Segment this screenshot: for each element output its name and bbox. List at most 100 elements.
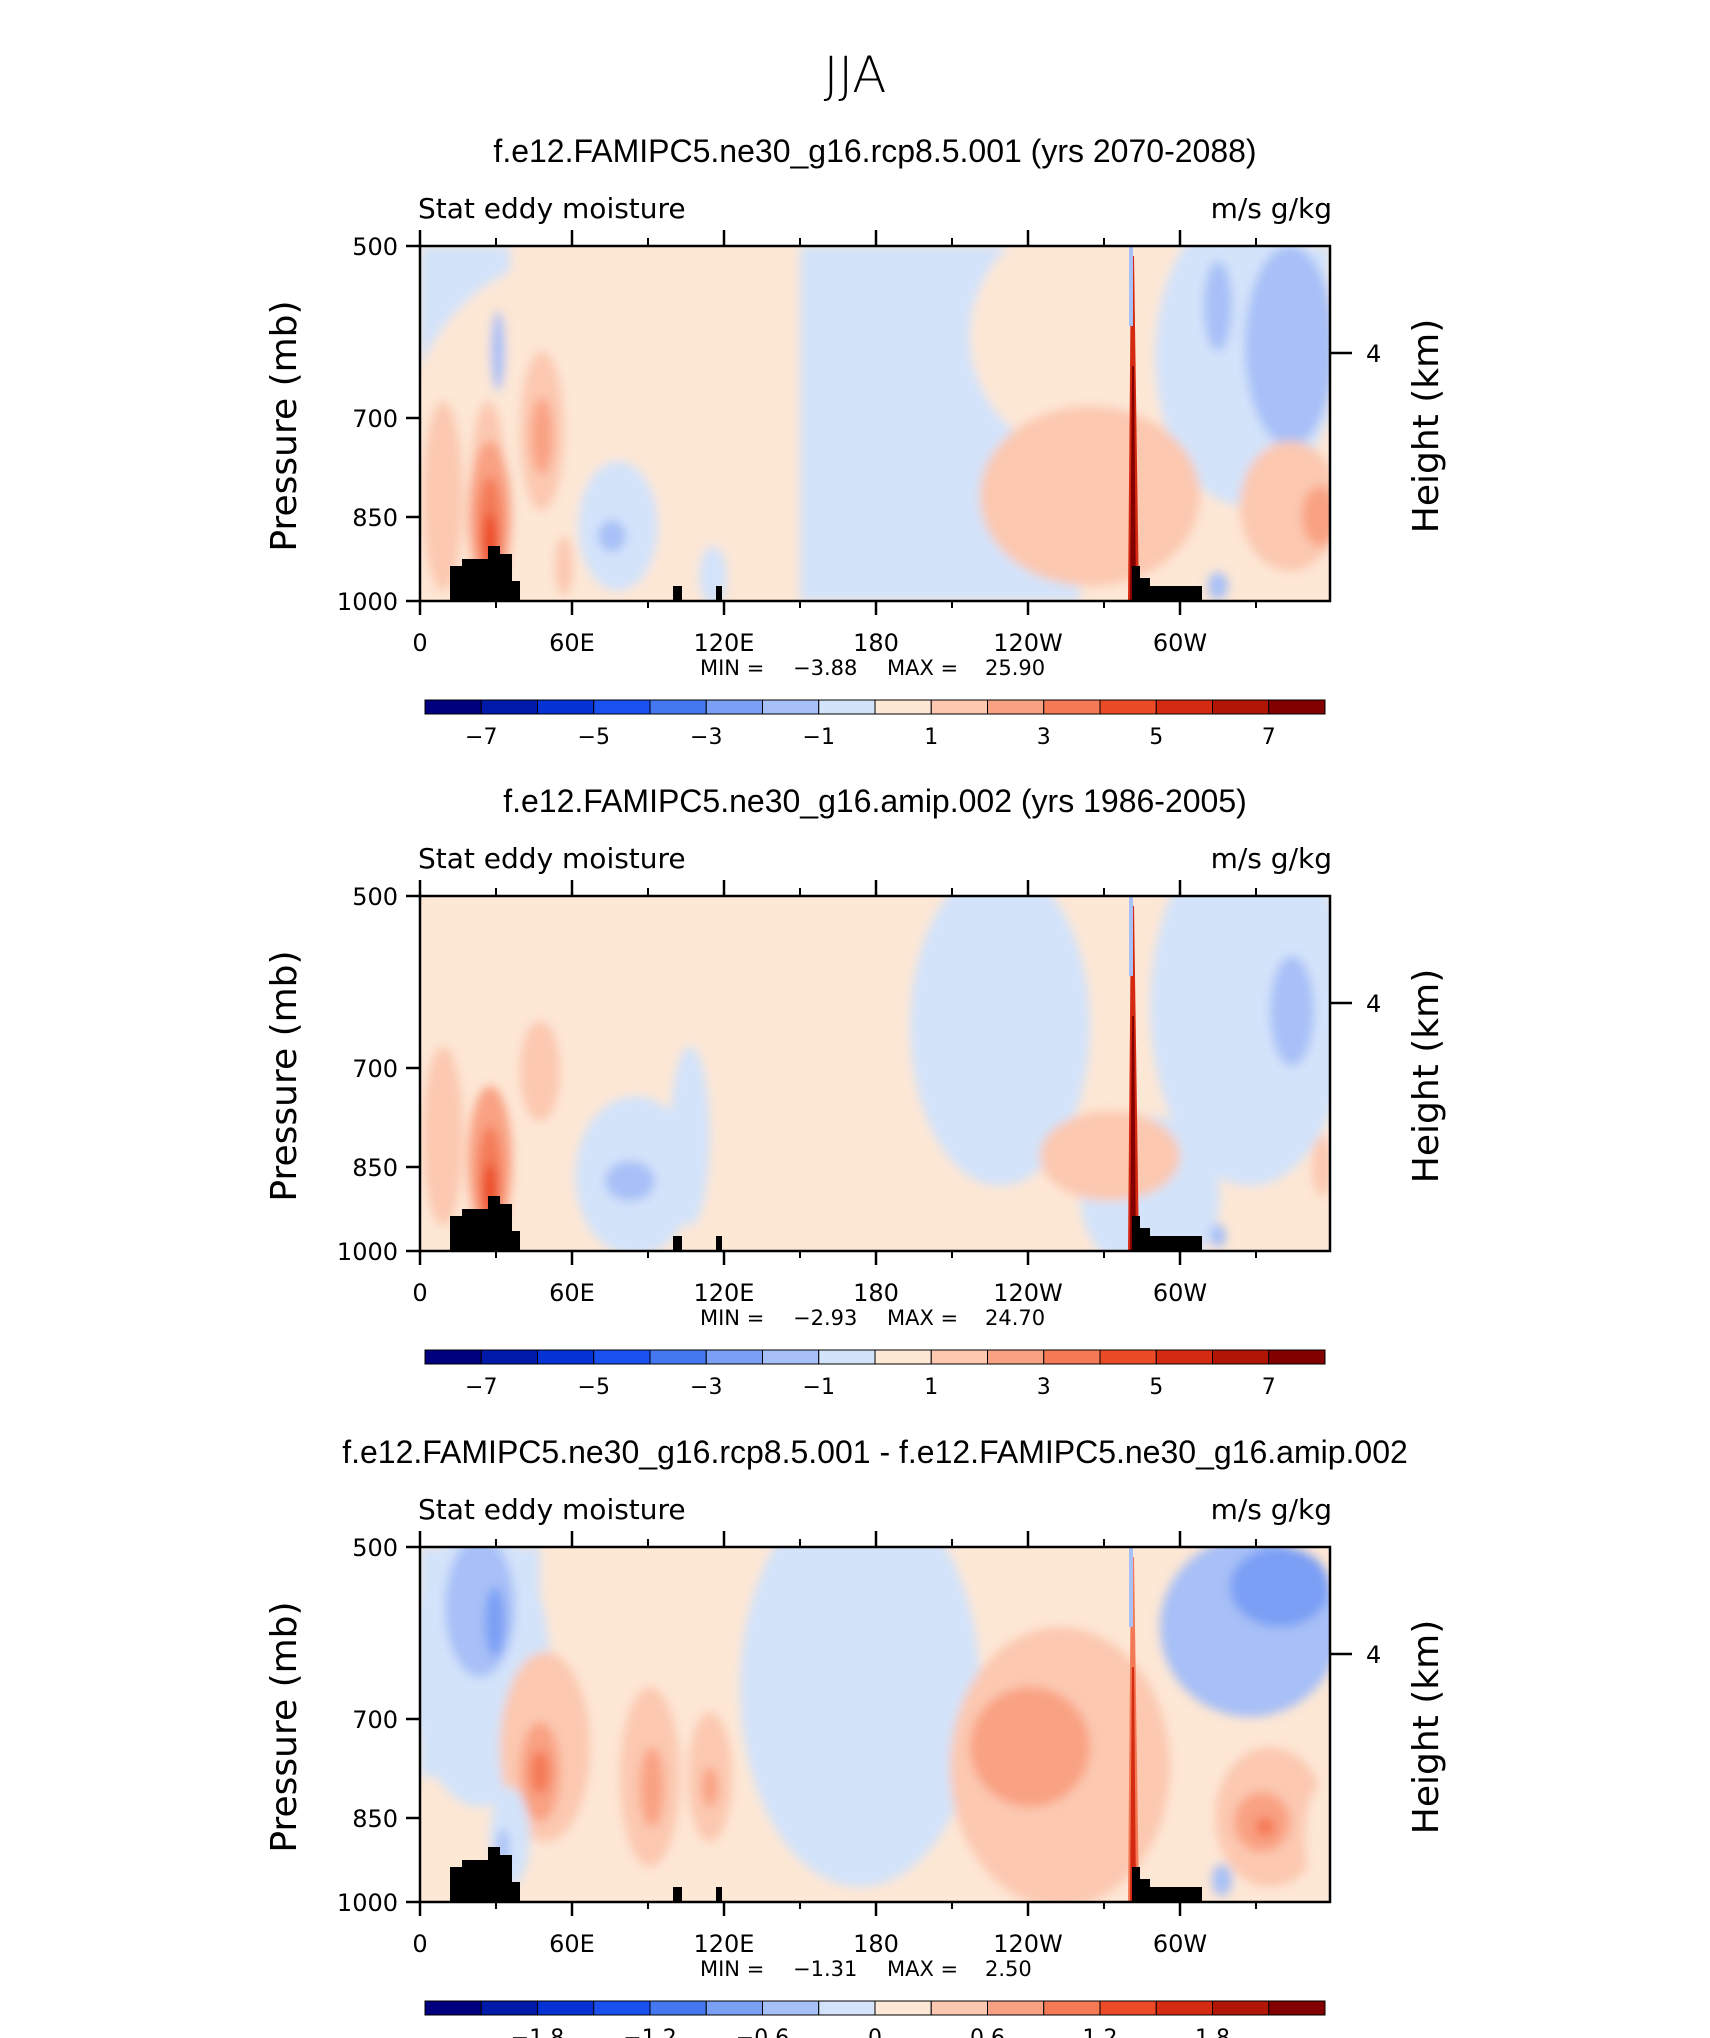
colorbar-swatch xyxy=(424,1349,482,1365)
panel-3: f.e12.FAMIPC5.ne30_g16.rcp8.5.001 - f.e1… xyxy=(264,1434,1447,2038)
x-tick-label: 180 xyxy=(853,1279,899,1307)
y-tick-label: 850 xyxy=(352,1154,398,1182)
colorbar-swatch xyxy=(1268,2000,1326,2016)
x-tick-label: 120W xyxy=(993,1930,1063,1958)
colorbar-swatch xyxy=(593,2000,651,2016)
topography xyxy=(512,1882,520,1902)
topography xyxy=(1140,1879,1150,1902)
colorbar-label: 3 xyxy=(1037,725,1051,750)
y-axis-title: Pressure (mb) xyxy=(264,300,305,551)
topography xyxy=(462,1860,488,1902)
field-feature xyxy=(670,1046,710,1226)
colorbar-swatch xyxy=(705,2000,763,2016)
topography xyxy=(488,546,500,601)
field-feature xyxy=(491,311,505,391)
colorbar-label: −3 xyxy=(690,1375,722,1400)
min-label: MIN = xyxy=(700,1306,764,1330)
variable-label: Stat eddy moisture xyxy=(418,842,686,875)
max-label: MAX = xyxy=(887,1957,958,1981)
panel-2: f.e12.FAMIPC5.ne30_g16.amip.002 (yrs 198… xyxy=(264,783,1447,1400)
y-tick-label: 850 xyxy=(352,1805,398,1833)
min-label: MIN = xyxy=(700,1957,764,1981)
topography xyxy=(462,559,488,601)
colorbar-label: 3 xyxy=(1037,1375,1051,1400)
y-tick-label: 500 xyxy=(352,233,398,261)
topography xyxy=(1150,1236,1202,1251)
colorbar-label: −3 xyxy=(690,725,722,750)
topography xyxy=(1132,566,1140,601)
colorbar-swatch xyxy=(1043,2000,1101,2016)
units-label: m/s g/kg xyxy=(1211,192,1332,225)
x-tick-label: 120W xyxy=(993,629,1063,657)
y-right-axis-title: Height (km) xyxy=(1406,319,1447,533)
field-feature xyxy=(1240,441,1330,571)
topography xyxy=(512,581,520,601)
field-feature xyxy=(740,1547,980,1887)
variable-label: Stat eddy moisture xyxy=(418,1493,686,1526)
colorbar-swatch xyxy=(593,699,651,715)
field-feature xyxy=(485,1587,505,1657)
contour-field xyxy=(420,896,1330,1251)
colorbar-swatch xyxy=(1155,699,1213,715)
x-tick-label: 0 xyxy=(412,1930,427,1958)
field-feature xyxy=(1208,572,1228,600)
field-feature xyxy=(423,401,463,591)
colorbar-swatch xyxy=(1099,2000,1157,2016)
field-feature xyxy=(445,1547,515,1677)
colorbar-swatch xyxy=(818,699,876,715)
colorbar-swatch xyxy=(537,699,595,715)
field-feature xyxy=(699,546,727,601)
y-right-axis-title: Height (km) xyxy=(1406,969,1447,1183)
colorbar-swatch xyxy=(930,2000,988,2016)
colorbar-label: −0.6 xyxy=(736,2026,789,2038)
y-tick-label: 700 xyxy=(352,405,398,433)
field-feature xyxy=(423,1046,463,1226)
field-feature xyxy=(980,406,1200,586)
colorbar-swatch xyxy=(987,699,1045,715)
variable-label: Stat eddy moisture xyxy=(418,192,686,225)
colorbar-swatch xyxy=(1212,1349,1270,1365)
field-feature xyxy=(1129,246,1133,326)
colorbar-label: 0 xyxy=(868,2026,882,2038)
x-tick-label: 120E xyxy=(694,629,755,657)
field-feature xyxy=(605,1161,655,1201)
max-value: 24.70 xyxy=(985,1306,1045,1330)
colorbar-swatch xyxy=(537,1349,595,1365)
units-label: m/s g/kg xyxy=(1211,842,1332,875)
colorbar-swatch xyxy=(818,1349,876,1365)
colorbar: −7 −5 −3 −1 1 3 5 7 xyxy=(424,699,1326,750)
colorbar-swatch xyxy=(537,2000,595,2016)
max-label: MAX = xyxy=(887,1306,958,1330)
field-feature xyxy=(1130,1667,1136,1902)
colorbar-swatch xyxy=(424,2000,482,2016)
x-tick-label: 180 xyxy=(853,1930,899,1958)
colorbar-label: −1 xyxy=(803,725,835,750)
topography xyxy=(673,1236,682,1251)
colorbar-swatch xyxy=(424,699,482,715)
field-feature xyxy=(1312,1136,1330,1196)
colorbar-swatch xyxy=(930,1349,988,1365)
colorbar-swatch xyxy=(1099,699,1157,715)
contour-field xyxy=(420,1547,1330,1902)
colorbar-swatch xyxy=(874,1349,932,1365)
field-feature xyxy=(640,1747,664,1827)
x-tick-label: 180 xyxy=(853,629,899,657)
colorbar-swatch xyxy=(874,2000,932,2016)
topography xyxy=(500,1204,512,1251)
min-value: −2.93 xyxy=(793,1306,857,1330)
colorbar-label: 5 xyxy=(1149,1375,1163,1400)
figure-title: JJA xyxy=(824,46,887,104)
colorbar-swatch xyxy=(987,2000,1045,2016)
colorbar-label: 1 xyxy=(924,1375,938,1400)
field-feature xyxy=(1245,246,1330,446)
panel-title: f.e12.FAMIPC5.ne30_g16.rcp8.5.001 (yrs 2… xyxy=(493,133,1256,169)
field-feature xyxy=(1204,261,1232,351)
colorbar-label: 1.8 xyxy=(1195,2026,1230,2038)
y-axis-title: Pressure (mb) xyxy=(264,950,305,1201)
y-tick-label: 700 xyxy=(352,1706,398,1734)
topography xyxy=(673,586,682,601)
max-value: 2.50 xyxy=(985,1957,1032,1981)
y-right-tick-label: 4 xyxy=(1366,340,1381,368)
topography xyxy=(1140,578,1150,601)
units-label: m/s g/kg xyxy=(1211,1493,1332,1526)
